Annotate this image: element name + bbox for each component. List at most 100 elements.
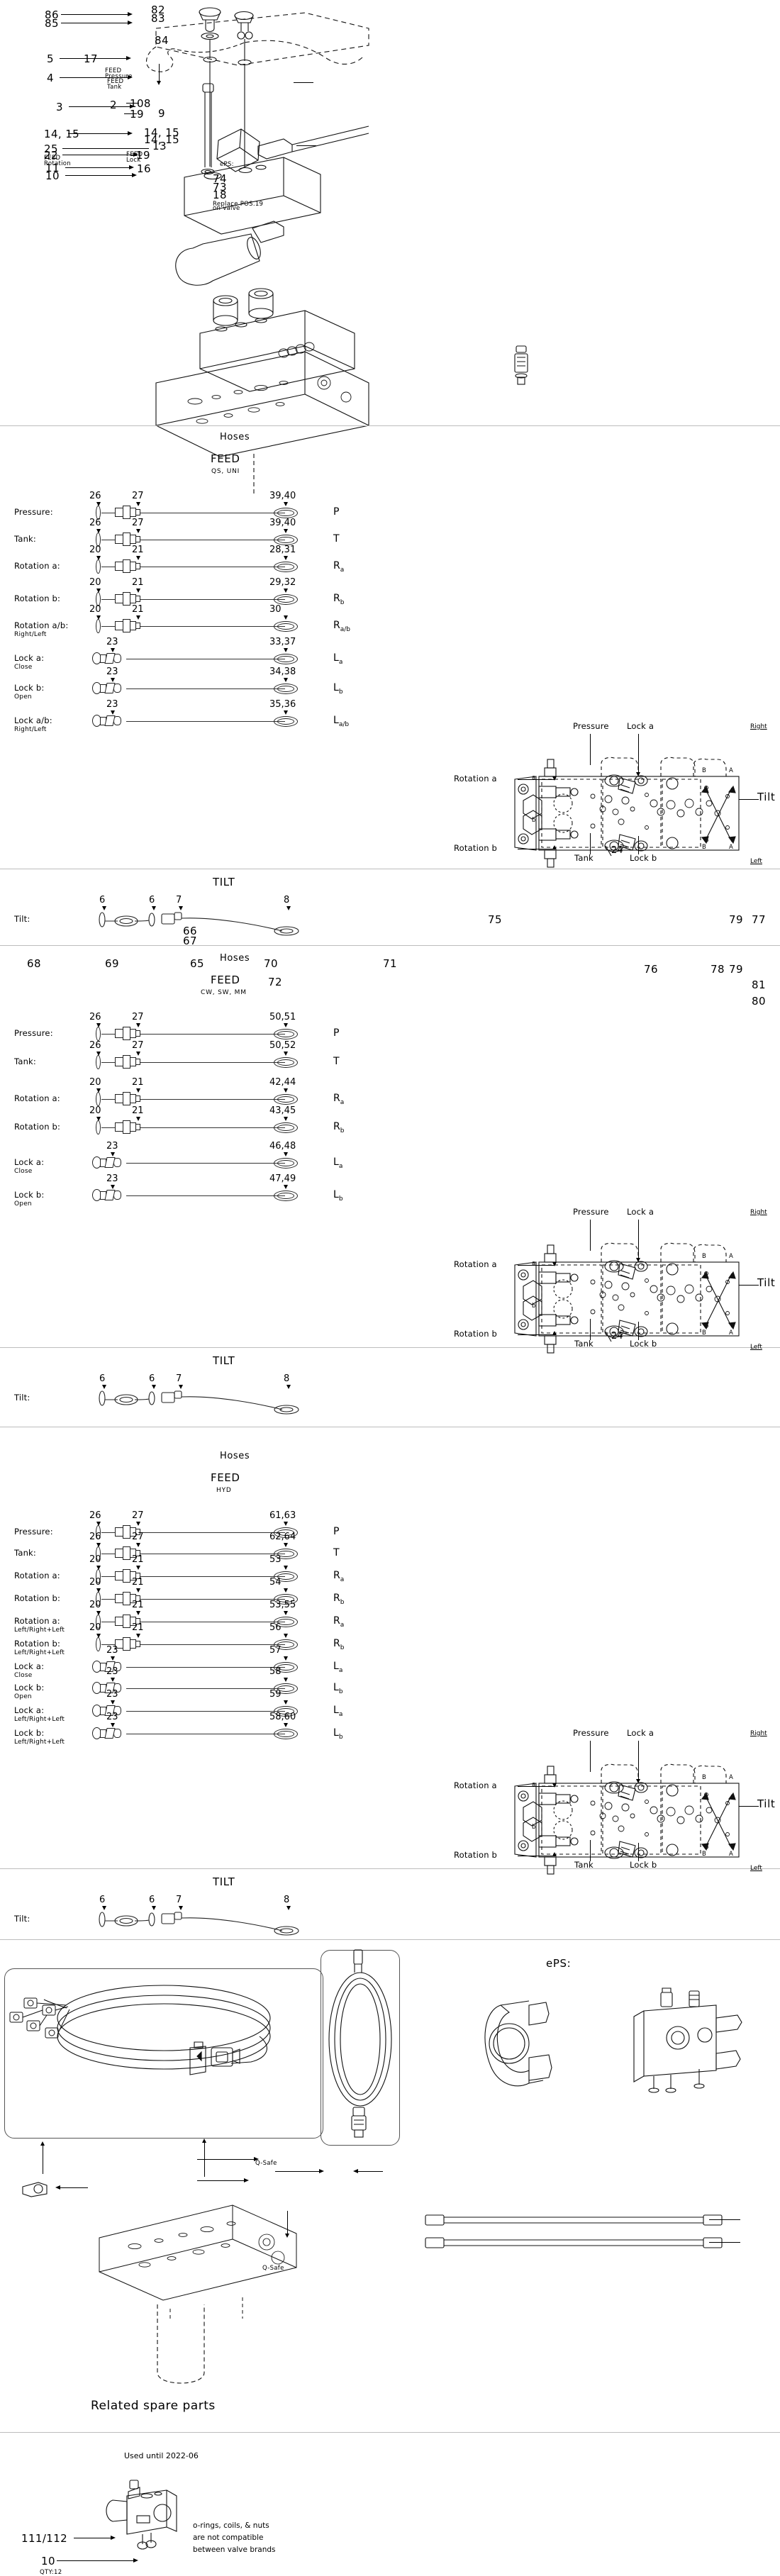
valve-label-lock-b: Lock b: [630, 1860, 657, 1870]
ref-arrow: [284, 1185, 288, 1189]
straight-fitting-icon: [115, 533, 140, 546]
assembly-callout-85: 85: [45, 17, 59, 30]
assembly-text-feed: FEED: [105, 67, 122, 74]
assembly-text-replace-pos-19: Replace POS.19: [213, 201, 264, 208]
port-label: Lb: [333, 1190, 343, 1203]
elbow-fitting-icon: [92, 652, 121, 664]
valve-leader-lock-a: [638, 1220, 639, 1259]
valve-arrow-rotation-b: [552, 1331, 557, 1335]
assembly-callout-83: 83: [151, 12, 165, 25]
assembly-text-pressure: Pressure: [105, 73, 133, 80]
ref-arrow: [136, 1543, 140, 1547]
leader-2: [294, 82, 313, 83]
valve-label-tank: Tank: [574, 853, 594, 863]
part-ref-left: 20: [89, 1077, 101, 1088]
hose-row-label: Pressure:: [14, 1527, 53, 1537]
straight-fitting-icon: [115, 1525, 140, 1539]
valve-port-bottom-A: A: [729, 1329, 734, 1337]
valve-port-top-A: A: [729, 767, 734, 774]
assembly-callout-13: 13: [152, 140, 167, 152]
part-ref-right: 33,37: [269, 637, 296, 647]
part-ref-right: 59: [269, 1689, 282, 1700]
port-letter: R: [333, 1615, 340, 1627]
hose-callout-76: 76: [644, 963, 658, 976]
part-ref-mid: 23: [106, 699, 118, 710]
valve-leader-tank: [590, 1319, 591, 1340]
port-subscript: a: [340, 1576, 345, 1583]
part-ref-mid: 23: [106, 667, 118, 677]
port-label: P: [333, 1527, 339, 1537]
valve-label-rotation-a: Rotation a: [454, 1259, 497, 1269]
ref-arrow: [102, 1385, 106, 1389]
port-label: Ra: [333, 1093, 344, 1106]
valve-leader-rotation-a: [518, 779, 555, 780]
feed-subtitle-2: CW, SW, MM: [201, 989, 247, 996]
part-ref-mid: 27: [132, 1532, 144, 1542]
eps-bracket-illustration: [484, 2000, 552, 2087]
assembly-callout-86: 86: [45, 9, 59, 21]
valve-label-tank: Tank: [574, 1339, 594, 1349]
part-ref-mid: 23: [106, 1712, 118, 1722]
ref-arrow: [96, 1117, 101, 1121]
ref-arrow: [96, 1088, 101, 1093]
leader-81: [709, 2219, 740, 2220]
valve-label-rotation-a: Rotation a: [454, 774, 497, 784]
hose-end-eyelet-icon: [274, 1122, 298, 1133]
ref-arrow: [284, 1634, 288, 1638]
assembly-callout-3: 3: [56, 101, 63, 113]
leader-67: [197, 2180, 247, 2181]
valve-arrow-rotation-b: [552, 1852, 557, 1856]
leader-arrow-85: [128, 20, 133, 25]
tilt-part-ref: 6: [149, 1895, 155, 1905]
hose-callout-75: 75: [488, 913, 502, 926]
valve-label-right: Right: [750, 1209, 767, 1216]
valve-port-b-label: b: [532, 817, 536, 824]
ref-arrow: [96, 1588, 101, 1593]
straight-fitting-icon: [115, 1615, 140, 1628]
elbow-fitting-icon: [92, 1156, 121, 1169]
leader-arrow-72: [285, 2234, 289, 2238]
assembly-callout-18: 18: [213, 189, 227, 201]
hose-end-eyelet-icon: [274, 654, 298, 664]
valve-label-rotation-b: Rotation b: [454, 1329, 498, 1339]
valve-leader-lock-b: [638, 1322, 639, 1340]
hose-assembly-section: ePS:: [0, 915, 780, 2439]
ref-arrow: [136, 1088, 140, 1093]
ref-arrow: [284, 1543, 288, 1547]
ref-arrow: [286, 1906, 291, 1910]
ref-arrow: [96, 556, 101, 560]
valve-arrow-rotation-b: [552, 845, 557, 849]
assembly-callout-25: 25: [44, 143, 58, 155]
valve-label-tilt: Tilt: [757, 791, 776, 803]
assembly-callout-14--15: 14, 15: [144, 126, 180, 139]
assembly-callout-22: 22: [44, 149, 58, 162]
hoses-heading-3: Hoses: [220, 1451, 250, 1461]
leader-arrow-3: [130, 104, 135, 108]
port-label: P: [333, 507, 339, 517]
ref-arrow: [284, 648, 288, 652]
elbow-fitting-icon: [92, 1727, 121, 1739]
hose-end-eyelet-icon: [274, 1594, 298, 1605]
hose-line: [126, 1163, 285, 1164]
feed-section-hyd: Hoses FEED HYD Pressure: 26 27 61,63 P Tank: 2…: [0, 1443, 780, 1946]
valve-port-a-label: a: [532, 1260, 536, 1267]
hose-callout-65: 65: [190, 957, 204, 970]
hose-end-eyelet-icon: [274, 535, 298, 545]
leader-arrow-10: [132, 172, 137, 177]
tilt-row-label: Tilt:: [14, 1914, 30, 1924]
hose-row-label: Rotation b:: [14, 1639, 61, 1649]
eps-title: ePS:: [546, 1957, 572, 1970]
ref-arrow: [96, 1052, 101, 1056]
port-subscript: a: [340, 1098, 345, 1106]
leader-arrow-14-15: [128, 130, 133, 135]
hose-row-label: Rotation a:: [14, 1616, 60, 1626]
valve-arrow-rotation-a: [552, 1783, 557, 1788]
part-ref-right: 50,52: [269, 1040, 296, 1051]
part-ref-right: 34,38: [269, 667, 296, 677]
hose-row-label: Rotation b:: [14, 1122, 61, 1132]
assembly-text-lock: Lock: [126, 157, 141, 164]
ref-arrow: [102, 906, 106, 910]
port-subscript: b: [338, 1195, 343, 1203]
hose-row-sublabel: Left/Right+Left: [14, 1627, 65, 1634]
hose-row-label: Tank:: [14, 534, 36, 544]
